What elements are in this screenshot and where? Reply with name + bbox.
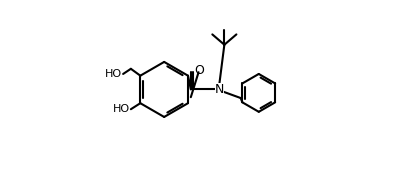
- Text: O: O: [194, 64, 204, 77]
- Text: HO: HO: [113, 104, 130, 114]
- Text: HO: HO: [105, 69, 122, 79]
- Text: N: N: [215, 83, 224, 96]
